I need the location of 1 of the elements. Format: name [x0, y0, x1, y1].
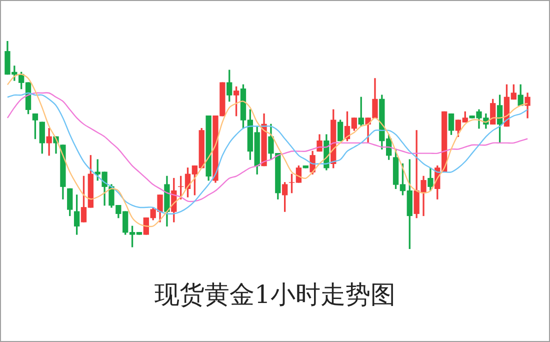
- text: 现货黄金1小时走势图: [154, 279, 396, 311]
